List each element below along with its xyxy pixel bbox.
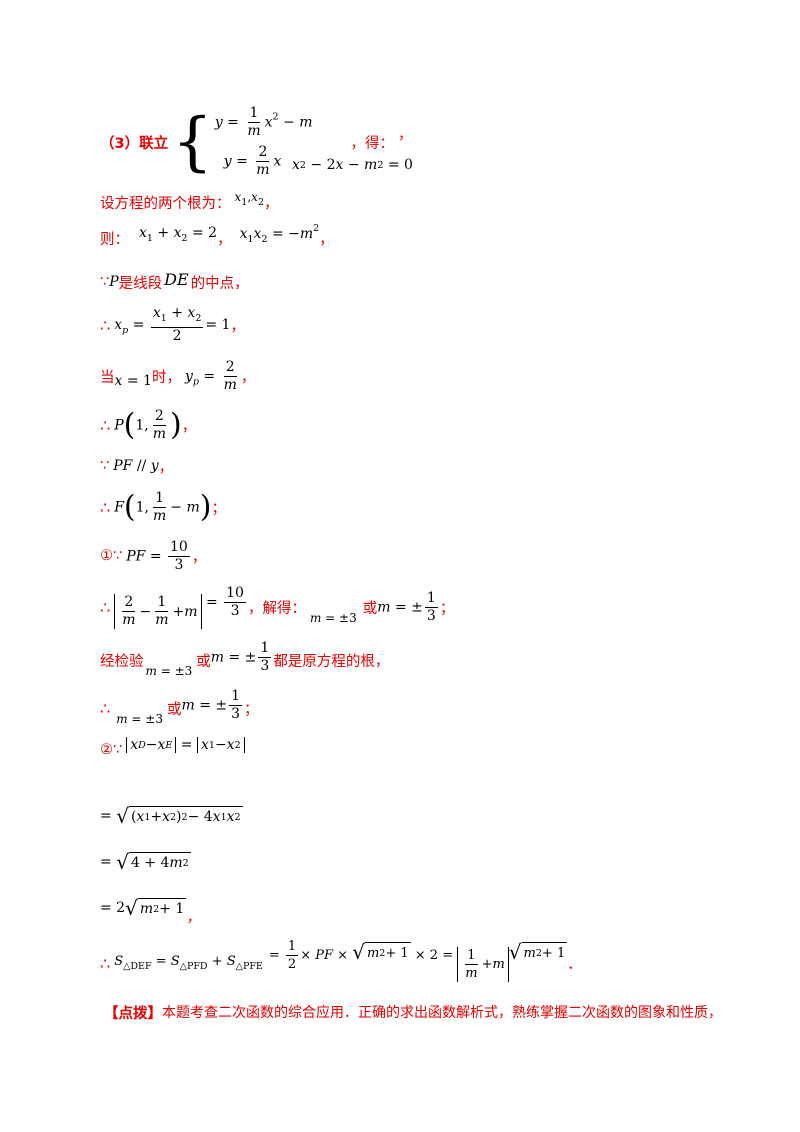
get-text: ，得： [350,135,395,152]
pf-parallel-y: PF // y [113,458,159,474]
x-eq-1: x = 1 [114,373,152,389]
m-eq-pm-third-b: m = ±1 3 [210,639,272,674]
line-roots: 设方程的两个根为： x1,x2 ， [100,190,279,212]
m-eq-pm3-b: m = ±3 [145,664,193,678]
m-eq-pm-third: m = ±1 3 [377,589,438,624]
var-p: P [109,274,119,290]
sum-roots: x1 + x2 = 2 [139,224,218,244]
point-f-expr: F(1, 1 m − m) [114,489,212,524]
pf-value: PF = 10 3 [126,538,190,573]
line-parallel: ∵ PF // y ， [100,458,174,476]
line-xp: ∴ xp = x1 + x2 2 = 1 ， [100,305,245,344]
point-p-expr: P(1, 2 m) [114,407,182,442]
segment-de: DE [164,269,189,289]
line-area: ∴ S△DEF = S△PFD + S△PFE = 1 2 × PF × √ m 2 +… [100,939,582,982]
left-brace-icon: { [172,105,213,179]
line-midpoint: ∵ P 是线段 DE 的中点， [100,269,249,292]
eq-parabola: y = 1 m x2 − m [214,105,313,139]
line-solve-m: ∴ 2 m −1 m + m = 10 3 ，解得： m = ±3 或 m = ±1 3 ； [100,584,455,630]
m-eq-pm-third-c: m = ±1 3 [181,687,243,722]
m-eq-pm3-c: m = ±3 [116,712,163,726]
then-text: 则： [100,231,129,248]
line-point-f: ∴ F(1, 1 m − m) ； [100,489,226,524]
line-verify: 经检验 m = ±3 或 m = ±1 3 都是原方程的根， [100,639,390,679]
m-eq-pm3: m = ±3 [309,611,357,625]
line-point-p: ∴ P(1, 2 m) ， [100,407,197,442]
line-case-1: ①∵ PF = 10 3 ， [100,538,207,573]
comma-1: ， [398,126,413,143]
line-vieta: 则： x1 + x2 = 2 ， x1x2 = −m2 ， [100,223,334,248]
part-3-label: （3）联立 [100,135,169,152]
abs-equation: 2 m −1 m + m = 10 3 [114,585,248,630]
line-sqrt-3: = 2 √ m 2 + 1 ， [100,896,201,926]
product-roots: x1x2 = −m2 [239,223,320,245]
tip-bracket: 【点拨】 [104,1005,162,1022]
area-expr: S△DEF = S△PFD + S△PFE [114,954,263,972]
roots-expr: x1,x2 [234,190,264,208]
line-m-result: ∴ m = ±3 或 m = ±1 3 ； [100,687,259,727]
xp-expr: xp = x1 + x2 2 = 1 [114,305,231,344]
roots-text: 设方程的两个根为： [100,195,231,212]
tip-text: 本题考查二次函数的综合应用．正确的求出函数解析式，熟练掌握二次函数的图象和性质， [162,1005,722,1021]
area-expr-2: = 1 2 × PF × √ m 2 + 1 × 2 = 1 m + m √ m 2 + 1 [268,939,568,982]
line-tip: 【点拨】 本题考查二次函数的综合应用．正确的求出函数解析式，熟练掌握二次函数的图… [104,992,722,1032]
